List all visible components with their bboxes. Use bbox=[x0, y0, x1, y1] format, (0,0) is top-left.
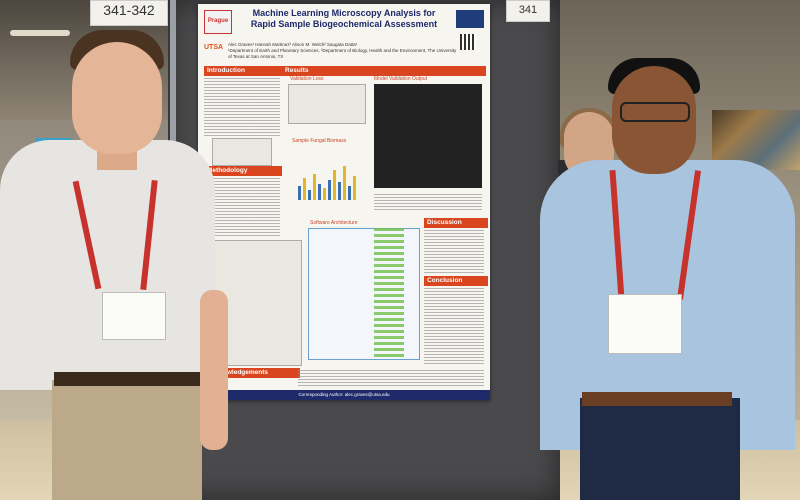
model-output-images bbox=[374, 84, 482, 188]
software-architecture-legend bbox=[374, 228, 404, 358]
right-person-belt bbox=[582, 392, 732, 406]
fungal-biomass-chart bbox=[294, 160, 364, 200]
section-introduction: Introduction bbox=[204, 66, 282, 76]
right-person-pants bbox=[580, 398, 740, 500]
left-person-shirt bbox=[0, 140, 215, 390]
fungal-biomass-label: Sample Fungal Biomass bbox=[292, 138, 347, 144]
results-caption bbox=[374, 194, 482, 210]
section-methodology: Methodology bbox=[204, 166, 282, 176]
left-person-arm bbox=[200, 290, 228, 450]
section-acknowledgements: Acknowledgements bbox=[204, 368, 300, 378]
university-logo: UTSA bbox=[204, 44, 224, 51]
conclusion-text bbox=[424, 288, 484, 366]
validation-loss-chart bbox=[288, 84, 366, 124]
acknowledgements-text bbox=[298, 370, 484, 386]
introduction-text bbox=[204, 78, 280, 138]
glasses-icon bbox=[620, 102, 690, 122]
qr-code-icon bbox=[460, 34, 476, 50]
section-conclusion: Conclusion bbox=[424, 276, 488, 286]
right-name-badge bbox=[608, 294, 682, 354]
left-person-belt bbox=[54, 372, 202, 386]
left-name-badge bbox=[102, 292, 166, 340]
methodology-text bbox=[204, 178, 280, 238]
poster-contact: Corresponding Author: alec.graves@utsa.e… bbox=[198, 390, 490, 400]
left-person-pants bbox=[52, 380, 202, 500]
left-person-head bbox=[72, 42, 162, 154]
ceiling-light bbox=[10, 30, 70, 36]
poster-title: Machine Learning Microscopy Analysis for… bbox=[250, 8, 438, 29]
poster-authors: Alec Graves¹ Hannah Martinez² Alison M. … bbox=[228, 42, 457, 59]
software-architecture-label: Software Architecture bbox=[310, 220, 358, 226]
poster-number-tag: 341 bbox=[506, 0, 550, 22]
agency-logo bbox=[456, 10, 484, 28]
discussion-text bbox=[424, 230, 484, 274]
introduction-figure bbox=[212, 138, 272, 166]
conference-logo: Prague bbox=[204, 10, 232, 34]
section-discussion: Discussion bbox=[424, 218, 488, 228]
booth-number-tag: 341-342 bbox=[90, 0, 168, 26]
model-output-label: Model Validation Output bbox=[374, 76, 427, 82]
research-poster: Prague Machine Learning Microscopy Analy… bbox=[198, 4, 490, 400]
validation-loss-label: Validation Loss bbox=[290, 76, 324, 82]
section-results: Results bbox=[282, 66, 486, 76]
